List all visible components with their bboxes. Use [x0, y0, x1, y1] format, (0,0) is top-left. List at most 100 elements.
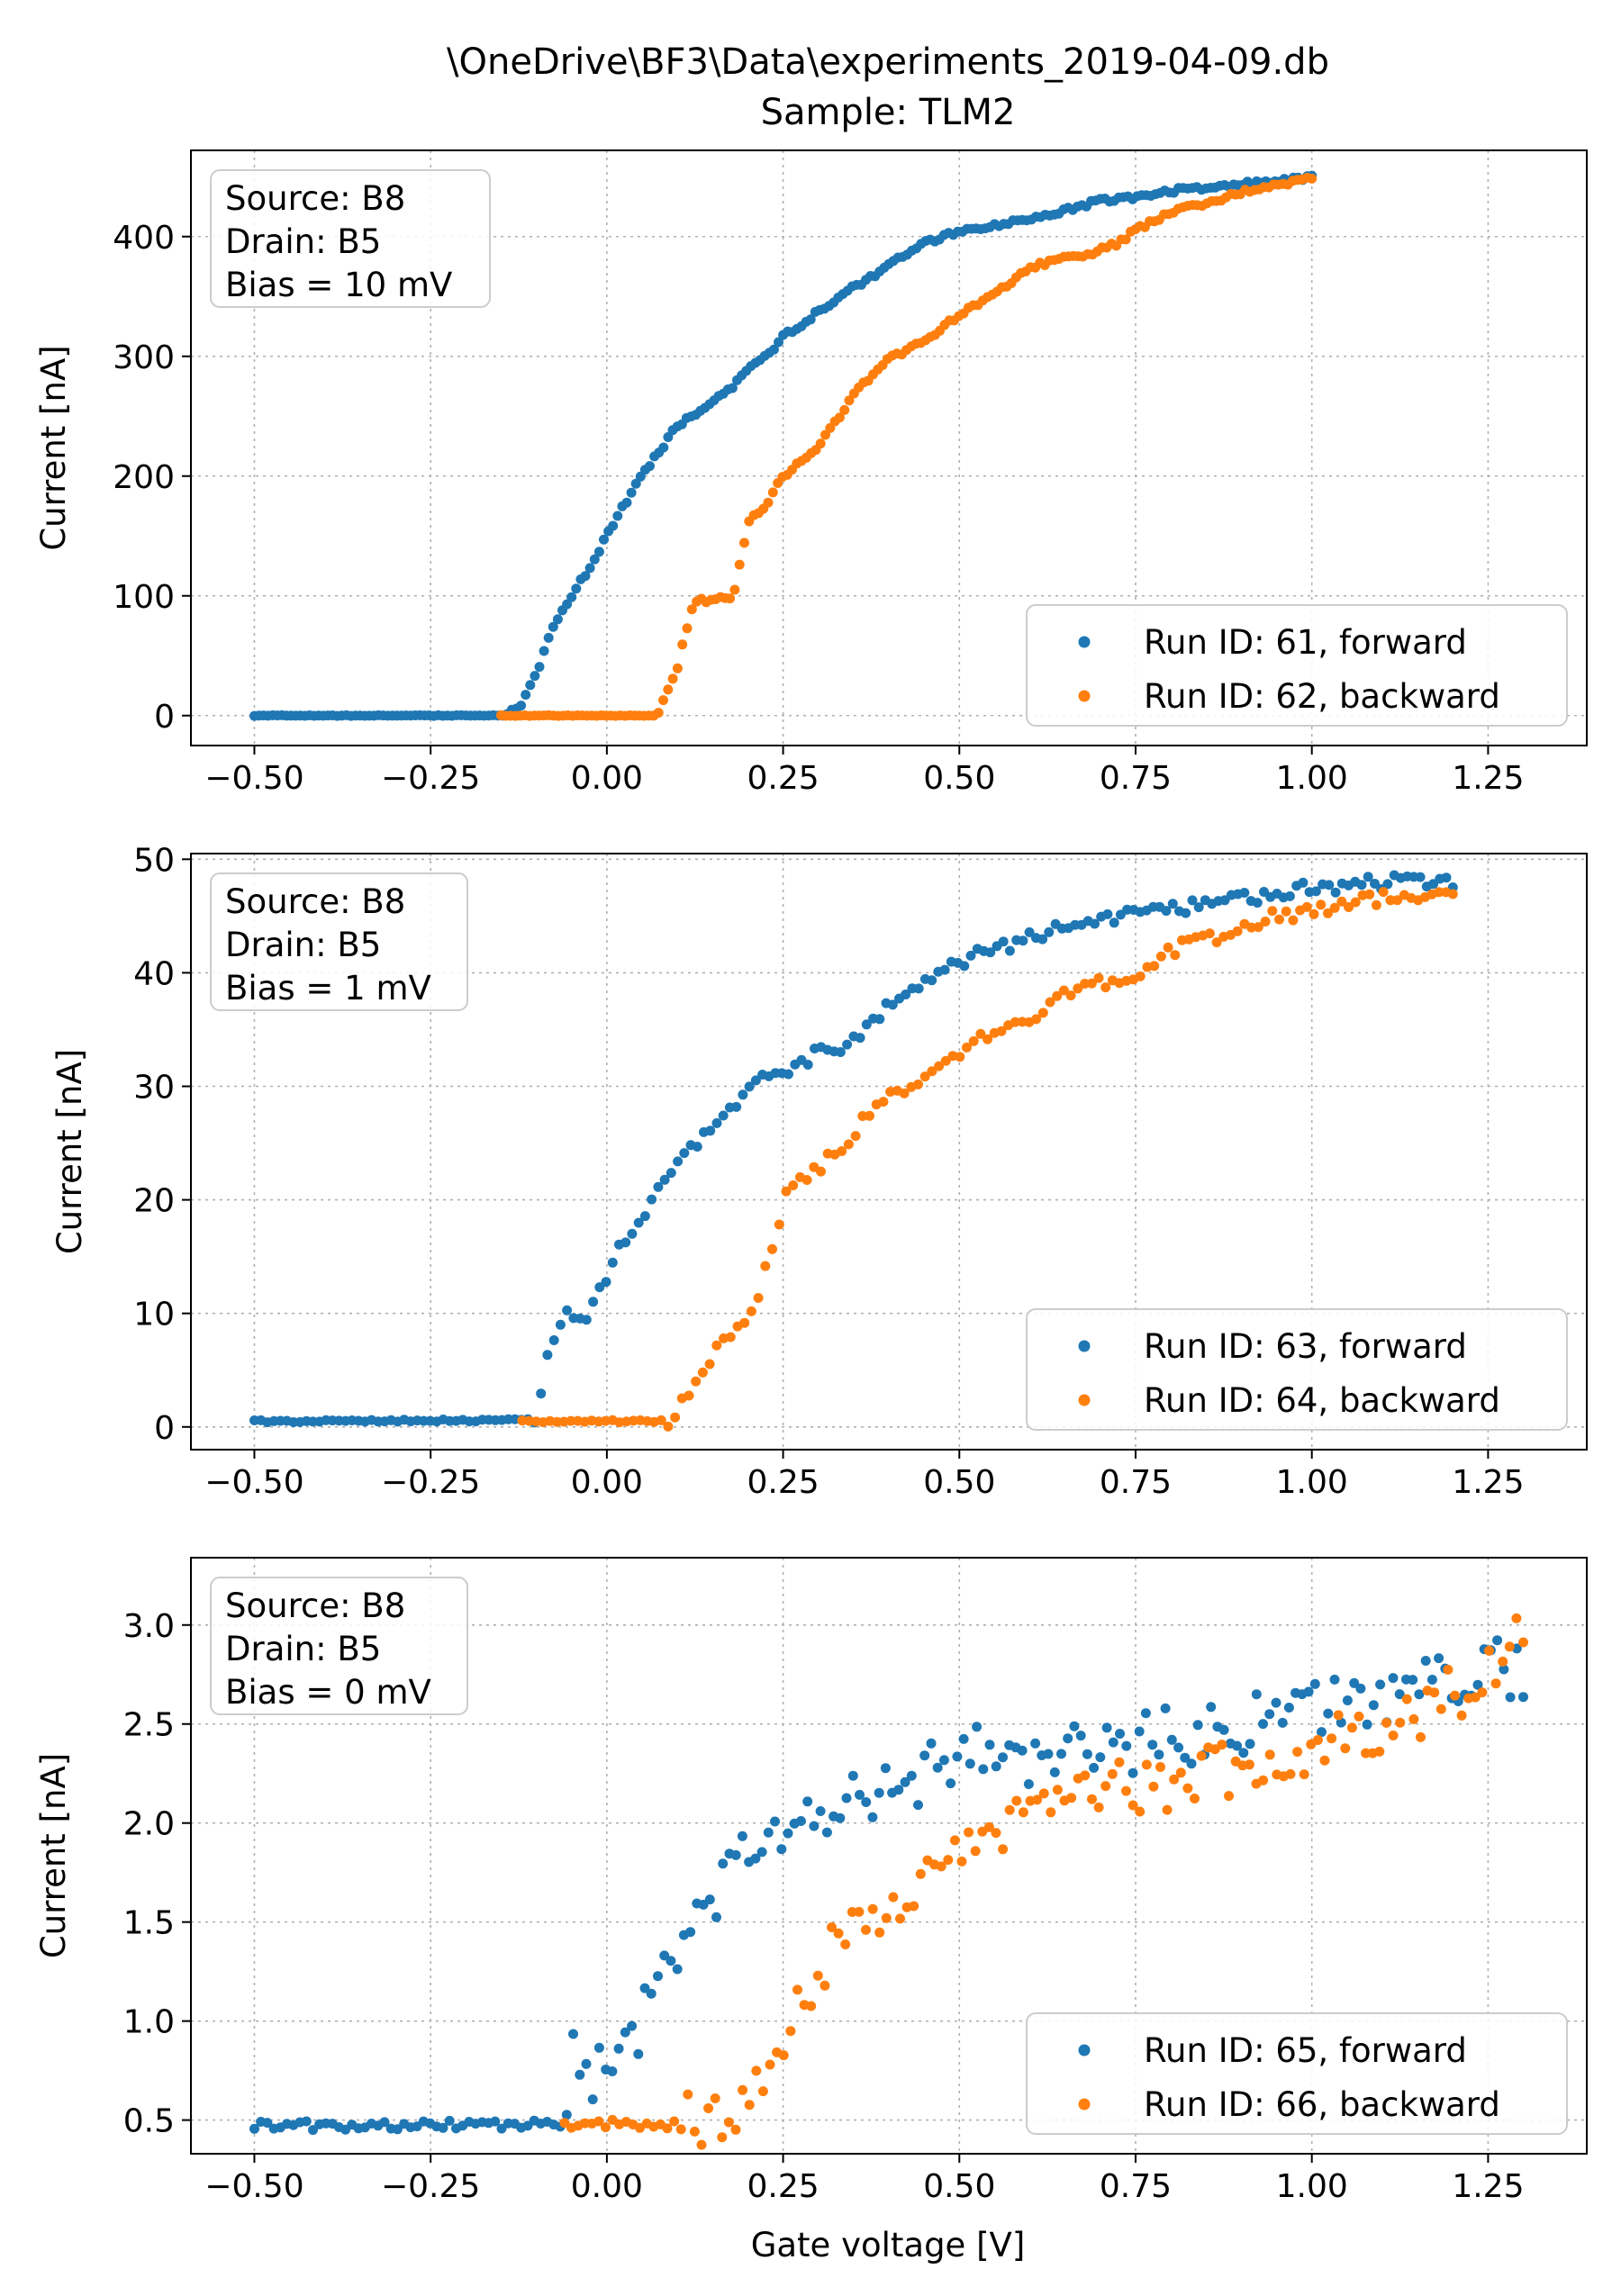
y-tick-label: 10: [133, 1297, 175, 1333]
data-point: [962, 1042, 972, 1053]
data-point: [1056, 1749, 1066, 1759]
data-point: [1349, 1677, 1360, 1688]
data-point: [1356, 880, 1367, 890]
data-point: [1324, 880, 1335, 890]
data-point: [711, 1340, 722, 1351]
x-tick-label: 0.25: [747, 1464, 819, 1501]
data-point: [932, 1762, 943, 1773]
data-point: [1388, 1731, 1399, 1740]
data-point: [534, 662, 545, 673]
legend-frame: [1026, 2012, 1568, 2135]
data-point: [1245, 1739, 1255, 1749]
data-point: [1344, 902, 1354, 912]
data-point: [816, 1166, 826, 1177]
data-point: [1211, 937, 1222, 948]
data-point: [767, 1243, 777, 1254]
data-point: [1361, 1748, 1372, 1758]
y-tick-label: 0: [154, 1410, 175, 1447]
data-point: [1100, 982, 1111, 993]
legend: Run ID: 63, forward Run ID: 64, backward: [1026, 1308, 1568, 1431]
data-point: [1170, 950, 1181, 961]
data-point: [666, 1168, 676, 1179]
legend-label: Run ID: 61, forward: [1144, 623, 1467, 662]
data-point: [1251, 1689, 1262, 1700]
data-point: [589, 554, 600, 565]
legend-marker: [1078, 2098, 1091, 2111]
data-point: [662, 2123, 673, 2134]
data-point: [1127, 1800, 1138, 1811]
data-point: [964, 1827, 974, 1838]
data-point: [978, 1764, 989, 1775]
data-point: [1472, 1679, 1483, 1690]
data-point: [1082, 1749, 1092, 1759]
data-point: [1484, 1645, 1494, 1656]
data-point: [927, 975, 937, 986]
data-point: [1378, 887, 1389, 898]
data-point: [1346, 1722, 1357, 1733]
data-point: [878, 1097, 889, 1107]
series-backward: [495, 172, 1318, 721]
data-point: [607, 2066, 618, 2076]
data-point: [1490, 1678, 1501, 1689]
data-point: [760, 1261, 771, 1271]
data-point: [696, 2139, 707, 2150]
x-tick-label: 0.25: [747, 760, 819, 797]
data-point: [1154, 1749, 1164, 1760]
data-point: [730, 2124, 741, 2135]
data-point: [626, 487, 637, 498]
axes-frame: [190, 853, 1588, 1451]
legend-marker: [1078, 2044, 1091, 2056]
data-point: [750, 1075, 761, 1086]
figure-title-line-1: \OneDrive\BF3\Data\experiments_2019-04-0…: [447, 41, 1329, 83]
x-tick-label: 1.00: [1276, 1464, 1348, 1501]
data-point: [955, 1052, 965, 1062]
data-point: [1135, 1806, 1146, 1817]
data-point: [1224, 1791, 1234, 1802]
series-forward: [249, 1635, 1528, 2136]
data-point: [1134, 1726, 1145, 1737]
x-tick-label: −0.25: [381, 2168, 480, 2205]
data-point: [1135, 971, 1146, 981]
x-tick-label: 1.25: [1452, 1464, 1524, 1501]
data-point: [949, 1835, 960, 1846]
data-point: [913, 983, 924, 994]
legend-frame: [1026, 604, 1568, 727]
data-point: [835, 1812, 846, 1823]
data-point: [685, 1927, 696, 1938]
panel-3: −0.50 −0.25 0.00 0.25 0.50 0.75 1.00 1.25 0.5 1.0…: [34, 1557, 1588, 2205]
data-point: [1080, 1770, 1091, 1781]
data-point: [1401, 1694, 1412, 1704]
data-point: [1364, 889, 1375, 899]
data-point: [1232, 926, 1243, 936]
data-point: [844, 395, 855, 406]
data-point: [1120, 234, 1131, 245]
data-point: [1140, 1708, 1151, 1719]
data-point: [1141, 1759, 1152, 1770]
data-point: [703, 2103, 714, 2113]
data-point: [965, 950, 976, 961]
data-point: [1073, 983, 1083, 994]
data-point: [672, 663, 683, 673]
y-tick-label: 100: [113, 579, 175, 616]
data-point: [919, 1750, 930, 1761]
data-point: [1066, 1793, 1077, 1803]
data-point: [1342, 1695, 1353, 1705]
data-point: [753, 1293, 764, 1303]
data-point: [1298, 877, 1309, 888]
data-point: [1175, 1767, 1186, 1778]
data-point: [975, 1028, 986, 1039]
info-box-frame: [210, 169, 491, 308]
data-point: [1010, 1017, 1020, 1027]
data-point: [881, 1912, 892, 1923]
data-point: [768, 344, 779, 355]
x-tick-label: −0.50: [204, 760, 303, 797]
data-point: [1362, 1719, 1372, 1730]
data-point: [1299, 1769, 1309, 1780]
y-tick-label: 0.5: [123, 2103, 175, 2140]
data-point: [958, 1733, 969, 1744]
data-point: [839, 404, 850, 415]
data-point: [1434, 887, 1444, 898]
data-point: [691, 1376, 702, 1387]
data-point: [1190, 1794, 1200, 1803]
data-point: [1087, 1794, 1097, 1804]
